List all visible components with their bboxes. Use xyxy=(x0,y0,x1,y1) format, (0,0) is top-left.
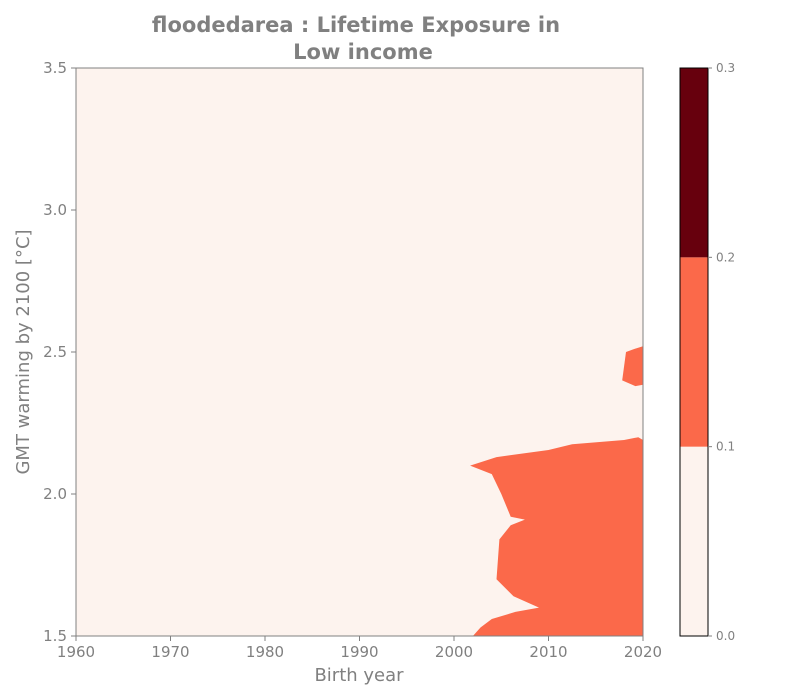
colorbar-tick-label: 0.1 xyxy=(716,440,735,454)
chart-title-line-2: Low income xyxy=(293,40,433,64)
y-tick-label: 2.0 xyxy=(43,485,67,503)
x-tick-label: 2000 xyxy=(435,643,473,661)
x-tick-label: 1980 xyxy=(246,643,284,661)
y-axis-ticks: 1.5 2.0 2.5 3.0 3.5 xyxy=(43,59,76,645)
x-tick-label: 2020 xyxy=(624,643,662,661)
colorbar-frame xyxy=(679,67,709,637)
exposure-region-2 xyxy=(622,346,643,387)
colorbar-tick-label: 0.3 xyxy=(716,61,735,75)
exposure-regions xyxy=(470,346,643,636)
x-tick-label: 2010 xyxy=(529,643,567,661)
y-tick-label: 1.5 xyxy=(43,627,67,645)
y-axis-label: GMT warming by 2100 [°C] xyxy=(13,229,34,474)
y-tick-label: 3.0 xyxy=(43,201,67,219)
exposure-region-1 xyxy=(470,437,643,636)
chart-title-line-1: floodedarea : Lifetime Exposure in xyxy=(152,13,560,37)
x-axis-label: Birth year xyxy=(314,665,404,686)
x-axis-ticks: 1960 1970 1980 1990 2000 2010 2020 xyxy=(57,636,662,661)
colorbar-segment xyxy=(680,257,708,447)
colorbar-segment xyxy=(680,68,708,258)
colorbar: 0.0 0.1 0.2 0.3 xyxy=(679,61,735,643)
colorbar-segment xyxy=(680,446,708,636)
plot-area xyxy=(75,67,644,637)
y-tick-label: 3.5 xyxy=(43,59,67,77)
x-tick-label: 1970 xyxy=(151,643,189,661)
x-tick-label: 1960 xyxy=(57,643,95,661)
x-tick-label: 1990 xyxy=(340,643,378,661)
colorbar-tick-label: 0.2 xyxy=(716,250,735,264)
y-tick-label: 2.5 xyxy=(43,343,67,361)
colorbar-tick-label: 0.0 xyxy=(716,629,735,643)
